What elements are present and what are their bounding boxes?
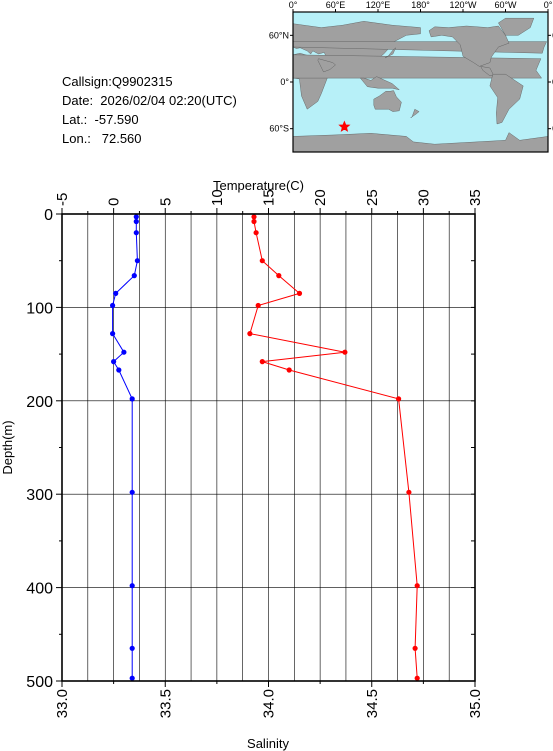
temperature-data-point bbox=[129, 396, 135, 402]
map-land-indonesia bbox=[359, 76, 400, 90]
salinity-data-point bbox=[414, 675, 420, 681]
temperature-tick-label: 25 bbox=[364, 189, 381, 206]
map-land-japan bbox=[384, 47, 396, 59]
float-info: Callsign:Q9902315 Date: 2026/02/04 02:20… bbox=[62, 72, 237, 148]
map-top-tick-label: 120°E bbox=[366, 0, 391, 10]
map-top-tick-label: 120°W bbox=[449, 0, 477, 10]
salinity-tick-label: 33.0 bbox=[54, 689, 71, 718]
salinity-tick-label: 34.0 bbox=[261, 689, 278, 718]
temperature-data-point bbox=[129, 583, 135, 589]
map-land-south-america bbox=[489, 74, 524, 125]
depth-tick-label: 400 bbox=[26, 581, 53, 598]
temperature-data-point bbox=[133, 230, 139, 236]
location-map: 0°60°E120°E180°120°W60°W0°60°N0°60°S60°N… bbox=[269, 0, 553, 153]
map-land-newzealand bbox=[410, 108, 420, 118]
callsign-text: Callsign:Q9902315 bbox=[62, 74, 173, 89]
salinity-data-point bbox=[253, 230, 259, 236]
temperature-tick-label: 5 bbox=[157, 198, 174, 206]
depth-tick-label: 100 bbox=[26, 300, 53, 317]
temperature-data-point bbox=[121, 349, 127, 355]
depth-tick-label: 0 bbox=[44, 207, 53, 224]
map-left-tick-label: 60°S bbox=[269, 124, 289, 134]
temperature-tick-label: 30 bbox=[415, 189, 432, 206]
depth-axis-label: Depth(m) bbox=[0, 420, 15, 474]
temperature-data-point bbox=[133, 214, 139, 220]
map-left-tick-label: 0° bbox=[280, 77, 289, 87]
temperature-data-point bbox=[129, 645, 135, 651]
temperature-tick-label: -5 bbox=[54, 193, 71, 206]
map-left-tick-label: 60°N bbox=[269, 30, 289, 40]
temperature-data-point bbox=[134, 258, 140, 264]
salinity-data-point bbox=[286, 367, 292, 373]
salinity-data-point bbox=[406, 489, 412, 495]
salinity-tick-label: 33.5 bbox=[157, 689, 174, 718]
depth-tick-label: 500 bbox=[26, 674, 53, 691]
salinity-data-point bbox=[296, 290, 303, 296]
salinity-tick-label: 34.5 bbox=[364, 689, 381, 718]
temperature-data-point bbox=[113, 290, 119, 296]
salinity-tick-label: 35.0 bbox=[467, 689, 484, 718]
temperature-tick-label: 0 bbox=[106, 198, 123, 206]
temperature-data-point bbox=[116, 367, 122, 373]
map-location-marker bbox=[338, 120, 351, 132]
salinity-data-point bbox=[251, 218, 257, 225]
salinity-data-point bbox=[259, 258, 265, 264]
map-land-australia bbox=[373, 90, 402, 112]
map-land-arabia bbox=[317, 58, 336, 73]
temperature-tick-label: 15 bbox=[261, 189, 278, 206]
map-top-tick-label: 0° bbox=[544, 0, 553, 10]
salinity-data-point bbox=[342, 349, 348, 355]
date-text: Date: 2026/02/04 02:20(UTC) bbox=[62, 93, 237, 108]
temperature-data-point bbox=[110, 302, 116, 309]
map-top-tick-label: 0° bbox=[289, 0, 298, 10]
map-land-greenland bbox=[498, 18, 535, 36]
lon-text: Lon.: 72.560 bbox=[62, 131, 142, 146]
salinity-profile-line bbox=[249, 216, 418, 679]
salinity-data-point bbox=[276, 273, 282, 279]
temperature-axis-label: Temperature(C) bbox=[213, 178, 304, 193]
temperature-data-point bbox=[133, 218, 139, 225]
salinity-data-point bbox=[396, 396, 402, 402]
temperature-data-point bbox=[129, 489, 135, 495]
temperature-data-point bbox=[131, 273, 137, 279]
depth-tick-label: 200 bbox=[26, 394, 53, 411]
lat-text: Lat.: -57.590 bbox=[62, 112, 139, 127]
map-top-tick-label: 60°E bbox=[326, 0, 346, 10]
temperature-tick-label: 20 bbox=[312, 189, 329, 206]
map-land-central-america bbox=[480, 66, 494, 77]
salinity-data-point bbox=[247, 331, 253, 337]
temperature-tick-label: 10 bbox=[209, 189, 226, 206]
salinity-data-point bbox=[251, 214, 257, 220]
depth-tick-label: 300 bbox=[26, 487, 53, 504]
salinity-axis-label: Salinity bbox=[247, 736, 289, 751]
salinity-data-point bbox=[255, 302, 261, 309]
salinity-data-point bbox=[259, 359, 265, 365]
map-top-tick-label: 180° bbox=[411, 0, 430, 10]
temperature-tick-label: 35 bbox=[467, 189, 484, 206]
plot-frame bbox=[61, 213, 476, 682]
temperature-data-point bbox=[110, 331, 116, 337]
temperature-profile-line bbox=[112, 216, 138, 679]
temperature-data-point bbox=[129, 675, 135, 681]
map-top-tick-label: 60°W bbox=[494, 0, 517, 10]
salinity-data-point bbox=[414, 583, 420, 589]
map-land-north-america bbox=[428, 25, 510, 67]
salinity-data-point bbox=[412, 645, 418, 651]
temperature-data-point bbox=[111, 359, 117, 365]
